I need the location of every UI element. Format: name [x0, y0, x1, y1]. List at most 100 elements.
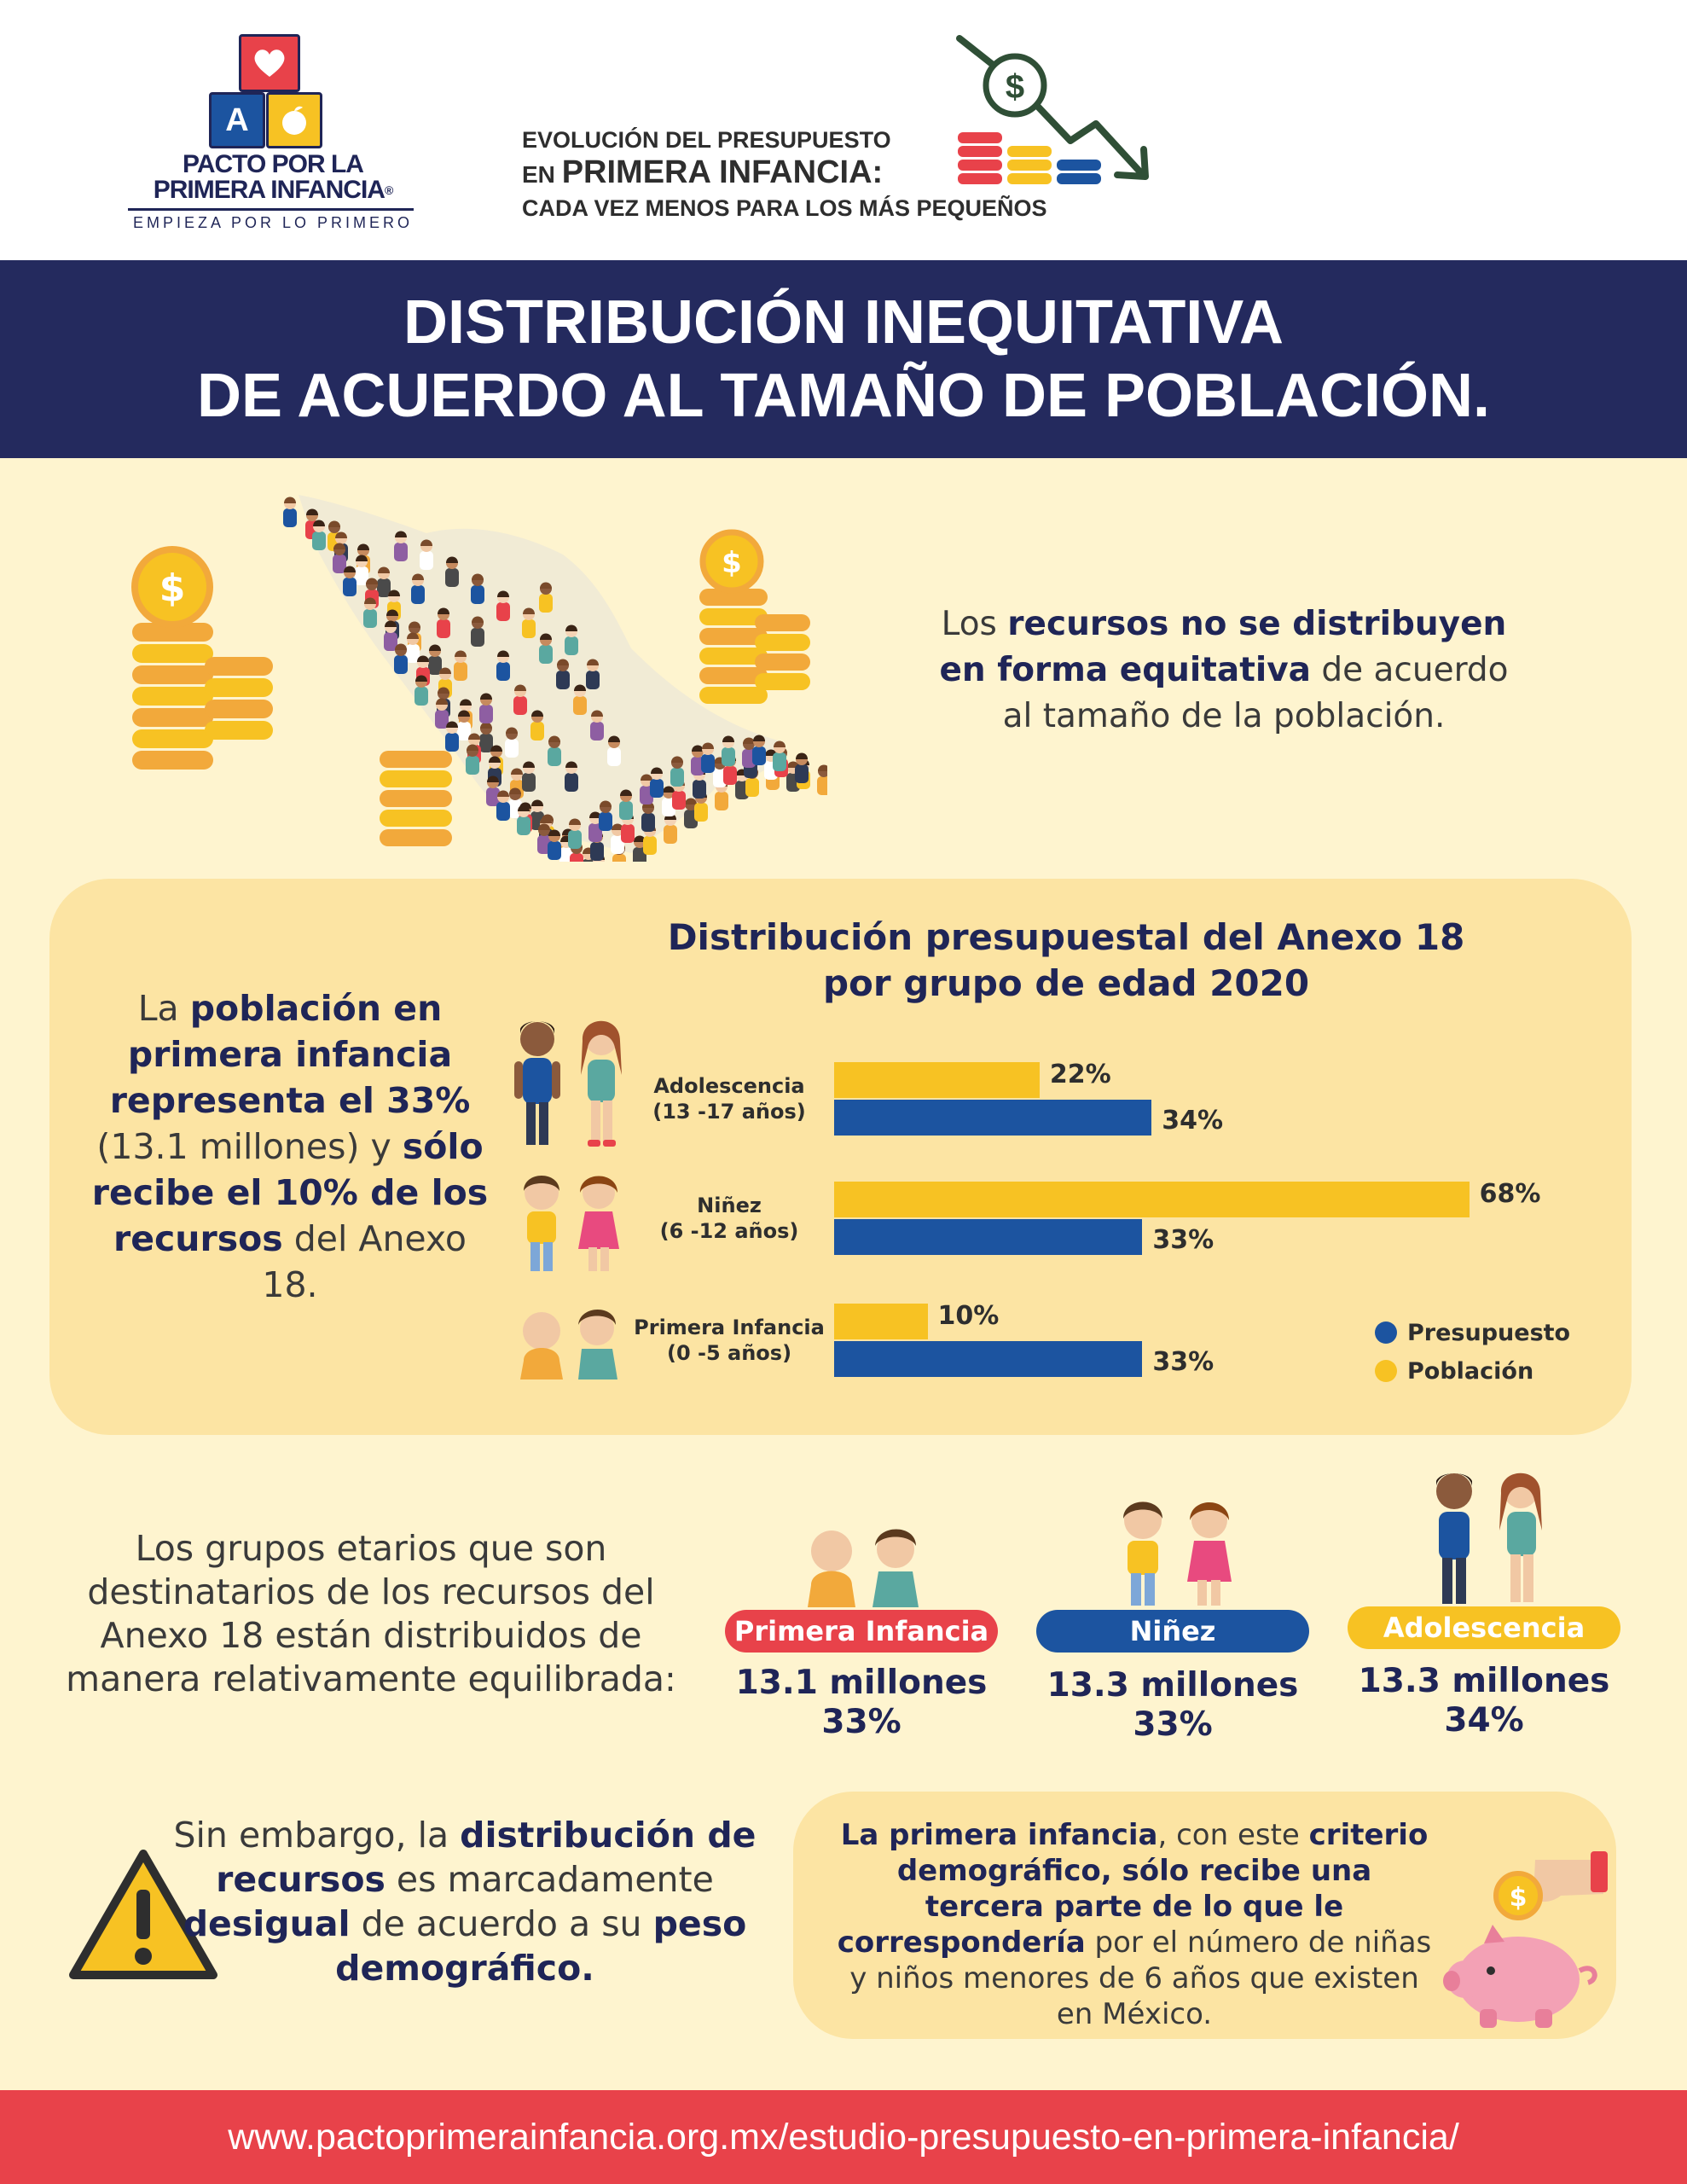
- person-figure: [611, 823, 624, 854]
- person-figure: [471, 616, 484, 647]
- category-label: Niñez (6 -12 años): [627, 1193, 832, 1244]
- blue-coin-stack: [1057, 160, 1101, 184]
- category-label: Primera Infancia (0 -5 años): [627, 1315, 832, 1366]
- person-figure: [590, 710, 604, 741]
- pct-primera-infancia: 33%: [821, 1703, 901, 1741]
- adolescents-icon: [514, 1020, 622, 1147]
- person-figure: [773, 741, 786, 771]
- header-line2: EN PRIMERA INFANCIA:: [522, 154, 884, 190]
- pill-primera-infancia: Primera Infancia: [725, 1610, 998, 1653]
- person-figure: [599, 800, 612, 831]
- person-figure: [420, 539, 433, 570]
- legend-poblacion: Población: [1375, 1356, 1533, 1387]
- crowd-of-people: [283, 497, 827, 862]
- banner-line1: DISTRIBUCIÓN INEQUITATIVA: [403, 288, 1284, 357]
- person-figure: [496, 650, 510, 681]
- bar-poblacion: [834, 1182, 1470, 1217]
- pill-ninez: Niñez: [1036, 1610, 1309, 1653]
- babies-icon: [520, 1310, 617, 1380]
- person-figure: [633, 835, 646, 862]
- bar-presupuesto: [834, 1219, 1143, 1255]
- yellow-coin-stack: [1007, 146, 1052, 184]
- person-figure: [513, 684, 527, 715]
- apple-icon: [282, 106, 306, 135]
- person-figure: [539, 633, 553, 664]
- pct-adolescencia: 34%: [1444, 1701, 1524, 1740]
- warning-icon: [69, 1850, 217, 1979]
- legend-presupuesto-swatch: [1375, 1321, 1397, 1344]
- logo-name: PACTO POR LA PRIMERA INFANCIA®: [153, 150, 394, 204]
- person-figure: [752, 735, 766, 765]
- category-range: (13 -17 años): [652, 1100, 806, 1124]
- person-figure: [428, 644, 442, 675]
- person-figure: [565, 761, 578, 792]
- bar-value-label: 68%: [1479, 1179, 1541, 1209]
- logo-letter: A: [225, 102, 249, 138]
- person-figure: [496, 590, 510, 621]
- coin-symbol: $: [722, 546, 742, 580]
- person-figure: [486, 775, 500, 806]
- person-figure: [471, 573, 484, 604]
- person-figure: [479, 722, 493, 752]
- person-figure: [565, 624, 578, 655]
- category-range: (0 -5 años): [666, 1341, 792, 1365]
- bar-presupuesto: [834, 1341, 1143, 1377]
- coin-stack-left: $: [131, 546, 273, 770]
- person-figure: [722, 735, 735, 766]
- children-icon: [524, 1176, 619, 1271]
- bar-value-label: 33%: [1152, 1347, 1215, 1377]
- person-figure: [384, 620, 397, 651]
- bar-poblacion: [834, 1304, 928, 1339]
- title-banner: DISTRIBUCIÓN INEQUITATIVA DE ACUERDO AL …: [0, 260, 1687, 458]
- person-figure: [586, 659, 600, 689]
- pill-adolescencia: Adolescencia: [1348, 1606, 1620, 1649]
- person-figure: [795, 752, 809, 783]
- dollar-sign: $: [1006, 68, 1024, 106]
- person-figure: [445, 556, 459, 587]
- pct-ninez: 33%: [1133, 1705, 1213, 1744]
- adolescents-group-icon: [1436, 1472, 1542, 1604]
- person-figure: [312, 520, 326, 550]
- person-figure: [363, 597, 377, 628]
- person-figure: [556, 659, 570, 689]
- person-figure: [817, 764, 827, 795]
- piggy-bank-icon: $: [1443, 1851, 1608, 2028]
- banner-line2: DE ACUERDO AL TAMAÑO DE POBLACIÓN.: [196, 362, 1490, 430]
- person-figure: [701, 742, 715, 773]
- bar-value-label: 22%: [1049, 1060, 1111, 1089]
- person-figure: [283, 497, 297, 527]
- header-line3: CADA VEZ MENOS PARA LOS MÁS PEQUEÑOS: [522, 195, 1047, 221]
- person-figure: [505, 727, 519, 758]
- groups-description: Los grupos etarios que son destinatarios…: [66, 1528, 676, 1699]
- person-figure: [435, 698, 449, 729]
- note-statement: La primera infancia, con este criterio d…: [837, 1818, 1432, 2031]
- person-figure: [664, 813, 677, 844]
- children-group-icon: [1123, 1502, 1232, 1606]
- logo-tagline: EMPIEZA POR LO PRIMERO: [132, 214, 414, 231]
- header-line1: EVOLUCIÓN DEL PRESUPUESTO: [522, 127, 891, 153]
- intro-statement: Los recursos no se distribuyen en forma …: [939, 605, 1509, 735]
- person-figure: [343, 566, 357, 596]
- person-figure: [406, 632, 420, 663]
- person-figure: [437, 607, 450, 638]
- count-adolescencia: 13.3 millones: [1358, 1662, 1610, 1700]
- coin-symbol: $: [1510, 1883, 1528, 1913]
- person-figure: [670, 756, 684, 787]
- apple-block: [266, 92, 322, 148]
- person-figure: [641, 801, 655, 832]
- category-range: (6 -12 años): [659, 1219, 799, 1243]
- person-figure: [522, 761, 536, 792]
- babies-group-icon: [808, 1529, 919, 1607]
- person-figure: [588, 811, 602, 842]
- category-name: Primera Infancia: [634, 1316, 825, 1339]
- bar-poblacion: [834, 1062, 1040, 1098]
- legend-poblacion-swatch: [1375, 1360, 1397, 1382]
- chart-title: Distribución presupuestal del Anexo 18 p…: [667, 916, 1465, 1004]
- person-figure: [479, 693, 493, 723]
- pacto-logo[interactable]: A PACTO POR LA PRIMERA INFANCIA® EMPIEZA…: [128, 34, 418, 239]
- page-header: A PACTO POR LA PRIMERA INFANCIA® EMPIEZA…: [0, 0, 1687, 260]
- letter-a-block: A: [209, 92, 265, 148]
- person-figure: [466, 744, 479, 775]
- footer-url[interactable]: www.pactoprimerainfancia.org.mx/estudio-…: [0, 2090, 1687, 2184]
- header-title: EVOLUCIÓN DEL PRESUPUESTO EN PRIMERA INF…: [522, 126, 1170, 223]
